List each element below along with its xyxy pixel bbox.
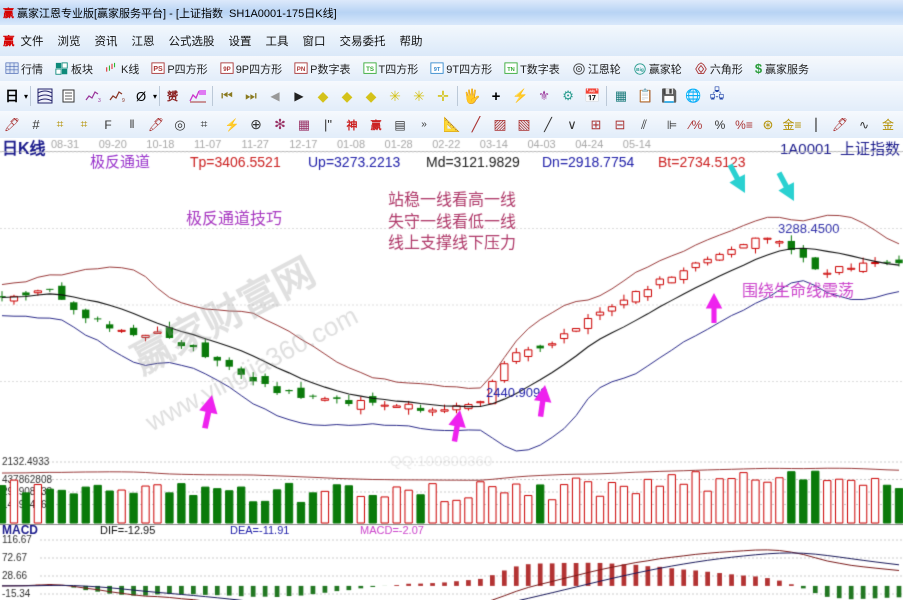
svg-text:9T: 9T	[434, 66, 441, 72]
svg-text:3: 3	[98, 98, 101, 103]
svg-text:赟: 赟	[167, 89, 178, 103]
svg-text:TN: TN	[507, 66, 515, 72]
svg-text:Big: Big	[636, 66, 644, 72]
svg-text:PN: PN	[297, 65, 306, 72]
svg-text:9P: 9P	[223, 65, 230, 72]
svg-text:9: 9	[122, 98, 125, 103]
svg-text:TS: TS	[366, 65, 374, 72]
svg-text:PS: PS	[154, 65, 164, 72]
